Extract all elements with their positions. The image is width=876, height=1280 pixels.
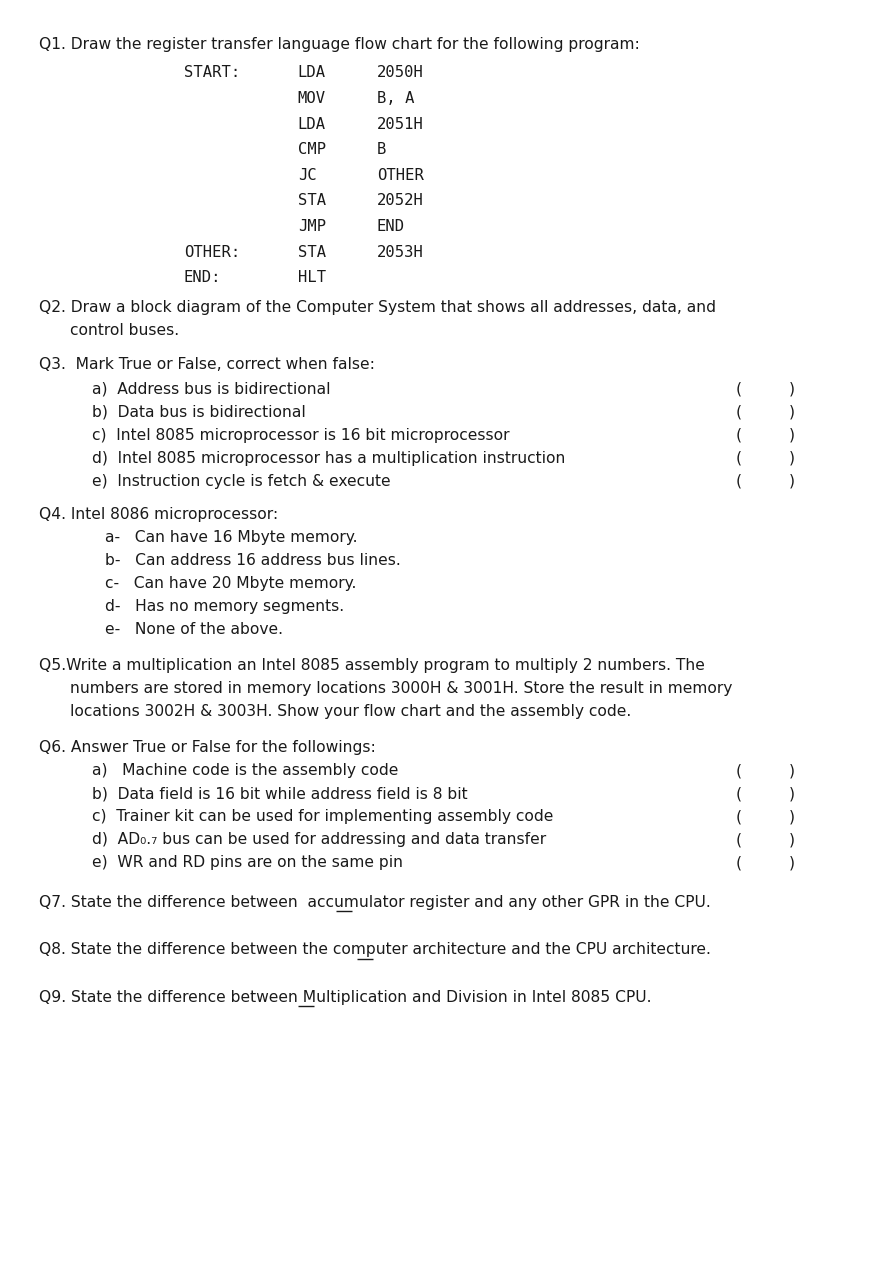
Text: Q2. Draw a block diagram of the Computer System that shows all addresses, data, : Q2. Draw a block diagram of the Computer… bbox=[39, 300, 717, 315]
Text: a)  Address bus is bidirectional: a) Address bus is bidirectional bbox=[92, 381, 330, 397]
Text: e)  Instruction cycle is fetch & execute: e) Instruction cycle is fetch & execute bbox=[92, 474, 391, 489]
Text: e)  WR and RD pins are on the same pin: e) WR and RD pins are on the same pin bbox=[92, 855, 403, 870]
Text: a)   Machine code is the assembly code: a) Machine code is the assembly code bbox=[92, 763, 399, 778]
Text: (: ( bbox=[736, 474, 742, 489]
Text: (: ( bbox=[736, 451, 742, 466]
Text: B: B bbox=[377, 142, 386, 157]
Text: (: ( bbox=[736, 404, 742, 420]
Text: Q1. Draw the register transfer language flow chart for the following program:: Q1. Draw the register transfer language … bbox=[39, 37, 640, 52]
Text: (: ( bbox=[736, 786, 742, 801]
Text: MOV: MOV bbox=[298, 91, 326, 106]
Text: d)  AD₀.₇ bus can be used for addressing and data transfer: d) AD₀.₇ bus can be used for addressing … bbox=[92, 832, 546, 847]
Text: (: ( bbox=[736, 381, 742, 397]
Text: ): ) bbox=[788, 474, 795, 489]
Text: ): ) bbox=[788, 428, 795, 443]
Text: ): ) bbox=[788, 404, 795, 420]
Text: control buses.: control buses. bbox=[70, 323, 180, 338]
Text: STA: STA bbox=[298, 193, 326, 209]
Text: END: END bbox=[377, 219, 405, 234]
Text: c)  Intel 8085 microprocessor is 16 bit microprocessor: c) Intel 8085 microprocessor is 16 bit m… bbox=[92, 428, 510, 443]
Text: ): ) bbox=[788, 381, 795, 397]
Text: Q8. State the difference between the computer architecture and the CPU architect: Q8. State the difference between the com… bbox=[39, 942, 711, 957]
Text: LDA: LDA bbox=[298, 65, 326, 81]
Text: locations 3002H & 3003H. Show your flow chart and the assembly code.: locations 3002H & 3003H. Show your flow … bbox=[70, 704, 632, 719]
Text: OTHER:: OTHER: bbox=[184, 244, 240, 260]
Text: (: ( bbox=[736, 428, 742, 443]
Text: 2052H: 2052H bbox=[377, 193, 424, 209]
Text: (: ( bbox=[736, 855, 742, 870]
Text: b)  Data field is 16 bit while address field is 8 bit: b) Data field is 16 bit while address fi… bbox=[92, 786, 468, 801]
Text: CMP: CMP bbox=[298, 142, 326, 157]
Text: END:: END: bbox=[184, 270, 222, 285]
Text: a-   Can have 16 Mbyte memory.: a- Can have 16 Mbyte memory. bbox=[105, 530, 357, 545]
Text: ): ) bbox=[788, 832, 795, 847]
Text: JC: JC bbox=[298, 168, 316, 183]
Text: Q3.  Mark True or False, correct when false:: Q3. Mark True or False, correct when fal… bbox=[39, 357, 375, 372]
Text: c-   Can have 20 Mbyte memory.: c- Can have 20 Mbyte memory. bbox=[105, 576, 357, 591]
Text: ): ) bbox=[788, 451, 795, 466]
Text: B, A: B, A bbox=[377, 91, 414, 106]
Text: b)  Data bus is bidirectional: b) Data bus is bidirectional bbox=[92, 404, 306, 420]
Text: (: ( bbox=[736, 763, 742, 778]
Text: Q6. Answer True or False for the followings:: Q6. Answer True or False for the followi… bbox=[39, 740, 376, 755]
Text: Q4. Intel 8086 microprocessor:: Q4. Intel 8086 microprocessor: bbox=[39, 507, 279, 522]
Text: HLT: HLT bbox=[298, 270, 326, 285]
Text: LDA: LDA bbox=[298, 116, 326, 132]
Text: ): ) bbox=[788, 786, 795, 801]
Text: b-   Can address 16 address bus lines.: b- Can address 16 address bus lines. bbox=[105, 553, 401, 568]
Text: c)  Trainer kit can be used for implementing assembly code: c) Trainer kit can be used for implement… bbox=[92, 809, 554, 824]
Text: d-   Has no memory segments.: d- Has no memory segments. bbox=[105, 599, 344, 614]
Text: 2053H: 2053H bbox=[377, 244, 424, 260]
Text: ): ) bbox=[788, 855, 795, 870]
Text: 2050H: 2050H bbox=[377, 65, 424, 81]
Text: OTHER: OTHER bbox=[377, 168, 424, 183]
Text: e-   None of the above.: e- None of the above. bbox=[105, 622, 283, 637]
Text: numbers are stored in memory locations 3000H & 3001H. Store the result in memory: numbers are stored in memory locations 3… bbox=[70, 681, 732, 696]
Text: Q9. State the difference between Multiplication and Division in Intel 8085 CPU.: Q9. State the difference between Multipl… bbox=[39, 989, 652, 1005]
Text: STA: STA bbox=[298, 244, 326, 260]
Text: JMP: JMP bbox=[298, 219, 326, 234]
Text: Q7. State the difference between  accumulator register and any other GPR in the : Q7. State the difference between accumul… bbox=[39, 895, 711, 910]
Text: 2051H: 2051H bbox=[377, 116, 424, 132]
Text: ): ) bbox=[788, 763, 795, 778]
Text: (: ( bbox=[736, 832, 742, 847]
Text: Q5.Write a multiplication an Intel 8085 assembly program to multiply 2 numbers. : Q5.Write a multiplication an Intel 8085 … bbox=[39, 658, 705, 673]
Text: d)  Intel 8085 microprocessor has a multiplication instruction: d) Intel 8085 microprocessor has a multi… bbox=[92, 451, 565, 466]
Text: (: ( bbox=[736, 809, 742, 824]
Text: START:: START: bbox=[184, 65, 240, 81]
Text: ): ) bbox=[788, 809, 795, 824]
